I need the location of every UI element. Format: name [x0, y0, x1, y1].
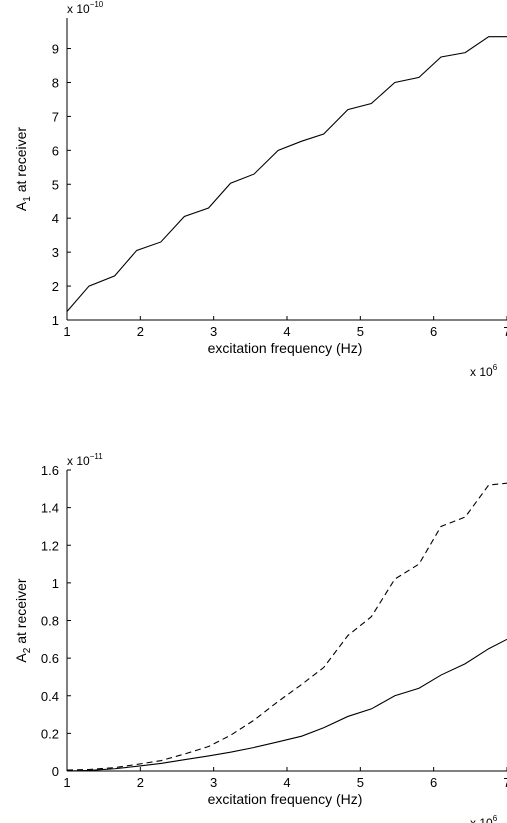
y-tick-label: 9	[52, 42, 59, 57]
y-tick-label: 3	[52, 245, 59, 260]
x-tick-label: 2	[137, 324, 144, 339]
y-tick-label: 2	[52, 279, 59, 294]
y-axis-label-subscript: 2	[22, 647, 33, 653]
x-tick-label: 5	[357, 324, 364, 339]
series-line-solid	[66, 638, 507, 772]
y-tick-label: 8	[52, 75, 59, 90]
y-multiplier-base: x 10	[67, 454, 90, 468]
y-axis-label-symbol: A	[13, 201, 29, 211]
x-tick-label: 2	[137, 775, 144, 790]
x-multiplier-exponent: 6	[493, 363, 498, 372]
y-axis-label-symbol: A	[13, 653, 29, 663]
series-line-solid	[66, 36, 507, 312]
x-multiplier-exponent: 6	[493, 814, 498, 823]
chart-1: 1 2 3 4 5 6 7 1 2 3 4 5 6 7 8 9 excitation frequency (Hz…	[13, 0, 507, 379]
y-tick-label: 1.6	[41, 463, 59, 478]
series-line-dashed	[66, 482, 507, 771]
x-tick-label: 4	[283, 775, 290, 790]
x-tick-label: 6	[430, 324, 437, 339]
y-tick-label: 0.4	[41, 689, 59, 704]
x-multiplier-base: x 10	[470, 816, 493, 823]
y-tick-label: 7	[52, 109, 59, 124]
x-multiplier: x 106	[470, 363, 498, 379]
y-axis-label: A1 at receiver	[13, 127, 33, 211]
y-tick-label: 1	[52, 576, 59, 591]
x-tick-label: 3	[210, 324, 217, 339]
x-axis-label: excitation frequency (Hz)	[208, 791, 363, 807]
y-axis-label-text: at receiver	[13, 127, 29, 197]
x-tick-label: 7	[503, 324, 507, 339]
y-tick-label: 0.6	[41, 651, 59, 666]
y-tick-label: 1	[52, 313, 59, 328]
x-tick-label: 6	[430, 775, 437, 790]
x-tick-label: 7	[503, 775, 507, 790]
y-multiplier-base: x 10	[67, 2, 90, 16]
y-tick-label: 0.8	[41, 614, 59, 629]
y-multiplier: x 10−11	[67, 452, 103, 468]
y-tick-label: 0	[52, 764, 59, 779]
chart-2: 1 2 3 4 5 6 7 0 0.2 0.4 0.6 0.8 1 1.2 1.4 1.6 excitation…	[13, 452, 507, 823]
y-tick-label: 1.2	[41, 538, 59, 553]
x-tick-label: 1	[63, 775, 70, 790]
y-multiplier-exponent: −10	[90, 0, 104, 9]
x-tick-label: 4	[283, 324, 290, 339]
x-tick-label: 1	[63, 324, 70, 339]
y-tick-label: 5	[52, 177, 59, 192]
y-multiplier: x 10−10	[67, 0, 104, 16]
x-tick-label: 5	[357, 775, 364, 790]
y-multiplier-exponent: −11	[90, 452, 104, 461]
y-tick-label: 4	[52, 211, 59, 226]
y-tick-label: 0.2	[41, 726, 59, 741]
x-multiplier: x 106	[470, 814, 498, 823]
x-axis-label: excitation frequency (Hz)	[208, 340, 363, 356]
y-axis-label-subscript: 1	[22, 196, 33, 202]
y-axis-label: A2 at receiver	[13, 578, 33, 662]
y-tick-label: 6	[52, 143, 59, 158]
x-multiplier-base: x 10	[470, 365, 493, 379]
y-tick-label: 1.4	[41, 501, 59, 516]
y-axis-label-text: at receiver	[13, 578, 29, 648]
x-tick-label: 3	[210, 775, 217, 790]
